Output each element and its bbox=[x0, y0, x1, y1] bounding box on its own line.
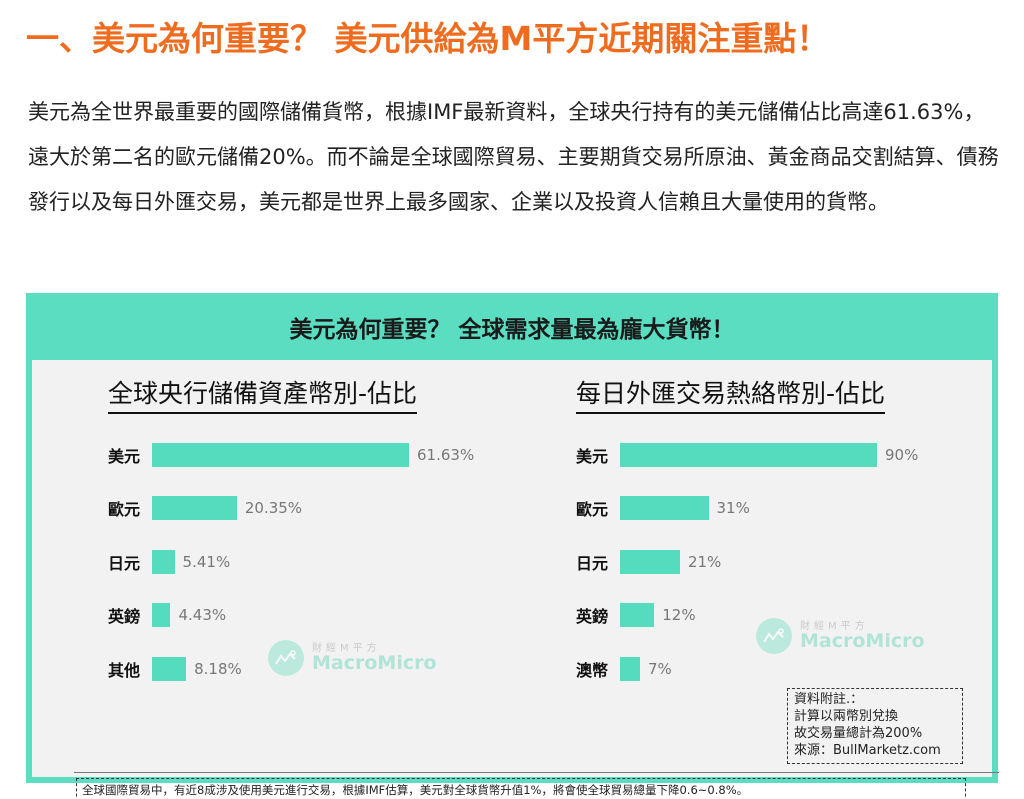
bar-label: 美元 bbox=[108, 446, 141, 466]
bar-list: 美元 90% 歐元 31% 日元 21% 英鎊 12% 澳幣 7% bbox=[576, 428, 996, 696]
chart-logo-icon bbox=[268, 640, 304, 676]
bar-label: 英鎊 bbox=[576, 607, 609, 627]
bar-value: 31% bbox=[716, 499, 750, 518]
bar-row: 歐元 31% bbox=[576, 482, 996, 536]
bar-label: 歐元 bbox=[108, 500, 141, 520]
infographic-body: 全球央行儲備資產幣別-佔比 美元 61.63% 歐元 20.35% 日元 5.41% 英鎊 4… bbox=[32, 360, 999, 799]
footnote-box: 全球國際貿易中，有近8成涉及使用美元進行交易，根據IMF估算，美元對全球貨幣升值… bbox=[76, 778, 966, 799]
intro-paragraph: 美元為全世界最重要的國際儲備貨幣，根據IMF最新資料，全球央行持有的美元儲備佔比… bbox=[28, 100, 999, 214]
bar-row: 英鎊 4.43% bbox=[108, 589, 528, 643]
bar bbox=[152, 603, 171, 628]
bar bbox=[152, 656, 187, 681]
bar-value: 20.35% bbox=[244, 499, 303, 518]
bar-row: 日元 5.41% bbox=[108, 535, 528, 589]
bar bbox=[620, 656, 640, 681]
bar-label: 其他 bbox=[108, 660, 141, 680]
bar-value: 8.18% bbox=[194, 659, 242, 678]
watermark-en: MacroMicro bbox=[800, 629, 925, 652]
reserve-share-chart: 全球央行儲備資產幣別-佔比 美元 61.63% 歐元 20.35% 日元 5.41% 英鎊 4… bbox=[108, 374, 528, 696]
fx-trading-share-chart: 每日外匯交易熱絡幣別-佔比 美元 90% 歐元 31% 日元 21% 英鎊 12% 澳幣 7% bbox=[576, 374, 996, 696]
macromicro-watermark: 財經M平方 MacroMicro bbox=[268, 640, 437, 676]
bar-value: 90% bbox=[885, 445, 919, 464]
page-title: 一、美元為何重要？ 美元供給為M平方近期關注重點！ bbox=[26, 19, 830, 58]
bar-value: 7% bbox=[647, 659, 672, 678]
note-line: 計算以兩幣別兌換 bbox=[794, 709, 899, 724]
bar-value: 5.41% bbox=[182, 552, 231, 571]
bar-label: 日元 bbox=[576, 553, 609, 573]
watermark-en: MacroMicro bbox=[312, 651, 437, 674]
chart-logo-icon bbox=[756, 618, 792, 654]
bar-row: 日元 21% bbox=[576, 535, 996, 589]
watermark-cn: 財經M平方 bbox=[800, 620, 869, 632]
bar-label: 歐元 bbox=[576, 500, 609, 520]
bar-row: 美元 61.63% bbox=[108, 428, 528, 482]
bar-value: 12% bbox=[662, 606, 696, 625]
footnote-line: 全球國際貿易中，有近8成涉及使用美元進行交易，根據IMF估算，美元對全球貨幣升值… bbox=[82, 783, 749, 797]
bar-row: 美元 90% bbox=[576, 428, 996, 482]
chart-title: 全球央行儲備資產幣別-佔比 bbox=[108, 374, 418, 414]
bar bbox=[152, 442, 409, 467]
bar-label: 澳幣 bbox=[576, 660, 609, 680]
infographic: 美元為何重要？ 全球需求量最為龐大貨幣！ 全球央行儲備資產幣別-佔比 美元 61.… bbox=[26, 293, 999, 799]
note-line: 來源：BullMarketz.com bbox=[794, 743, 941, 758]
bar-row: 歐元 20.35% bbox=[108, 482, 528, 536]
divider bbox=[74, 772, 999, 773]
bar bbox=[152, 549, 175, 574]
bar-list: 美元 61.63% 歐元 20.35% 日元 5.41% 英鎊 4.43% 其他 8.18% bbox=[108, 428, 528, 696]
macromicro-watermark: 財經M平方 MacroMicro bbox=[756, 618, 925, 654]
bar bbox=[620, 442, 877, 467]
bar-row: 澳幣 7% bbox=[576, 642, 996, 696]
chart-title: 每日外匯交易熱絡幣別-佔比 bbox=[576, 374, 886, 414]
data-note-box: 資料附註.： 計算以兩幣別兌換 故交易量總計為200% 來源：BullMarke… bbox=[787, 688, 963, 764]
bar-label: 美元 bbox=[576, 446, 609, 466]
bar-value: 61.63% bbox=[417, 445, 475, 464]
infographic-header: 美元為何重要？ 全球需求量最為龐大貨幣！ bbox=[289, 316, 735, 343]
bar bbox=[620, 603, 655, 628]
bar-label: 日元 bbox=[108, 553, 141, 573]
watermark-cn: 財經M平方 bbox=[312, 642, 381, 654]
bar-label: 英鎊 bbox=[108, 607, 141, 627]
bar-value: 4.43% bbox=[178, 606, 227, 625]
bar bbox=[620, 496, 709, 521]
note-line: 故交易量總計為200% bbox=[794, 726, 923, 741]
bar bbox=[620, 549, 680, 574]
bar bbox=[152, 496, 237, 521]
bar-row: 英鎊 12% bbox=[576, 589, 996, 643]
bar-row: 其他 8.18% bbox=[108, 642, 528, 696]
bar-value: 21% bbox=[687, 552, 722, 571]
note-line: 資料附註.： bbox=[794, 692, 864, 707]
